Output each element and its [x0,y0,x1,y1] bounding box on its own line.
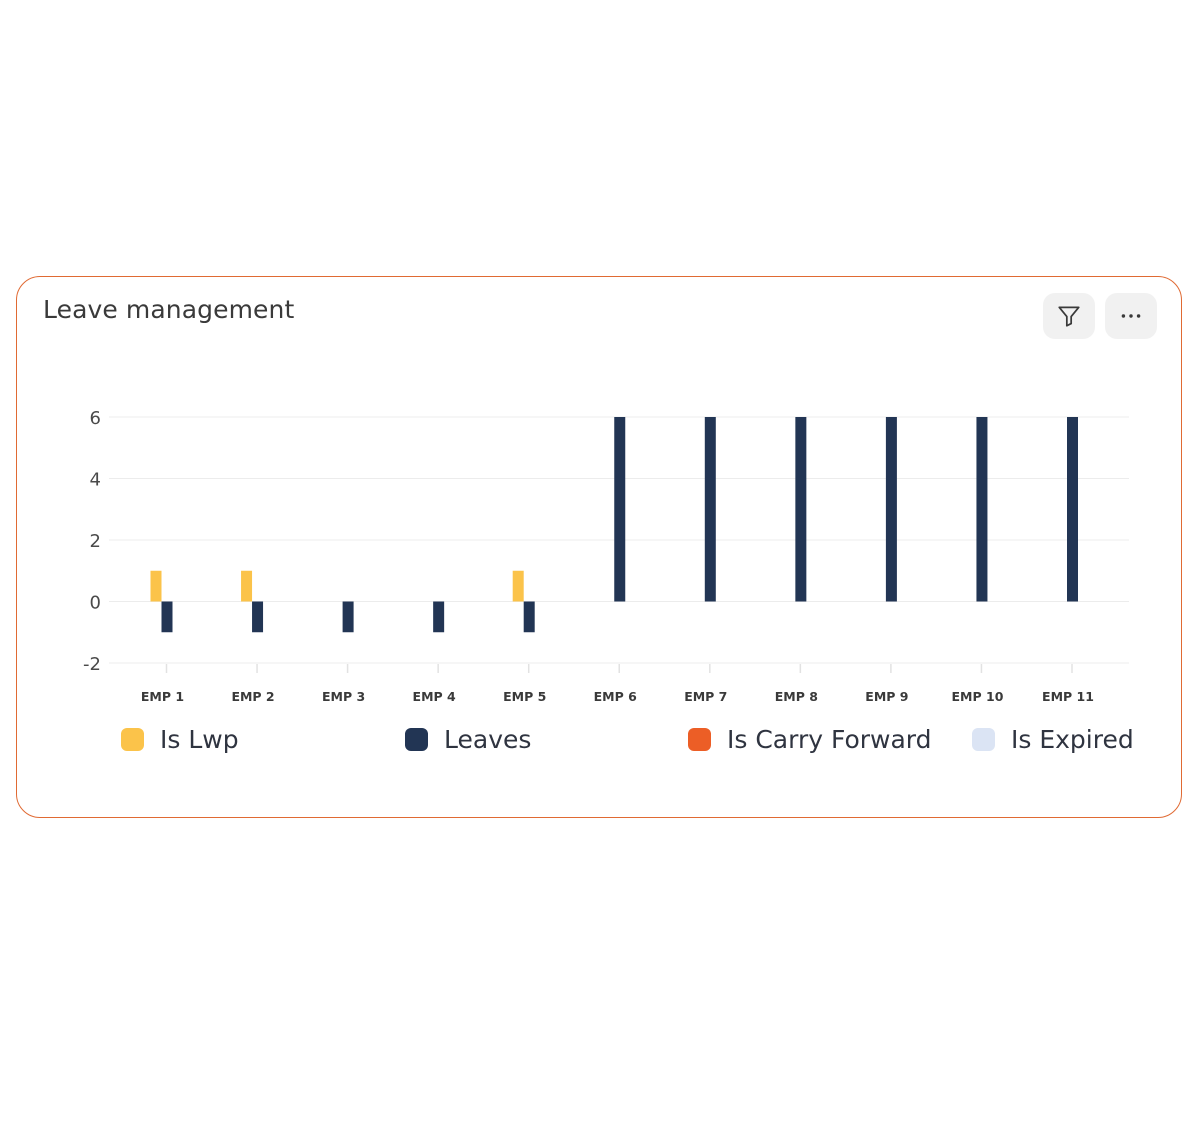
y-tick-label: 6 [90,408,101,429]
bar-is-lwp[interactable] [150,570,162,602]
filter-button[interactable] [1043,293,1095,339]
x-tick-label: EMP 2 [231,689,274,704]
legend-swatch [405,728,428,751]
leave-management-card: Leave management 6 4 2 0 -2 EMP 1 EMP 2 EMP 3 EM… [16,276,1182,818]
more-horizontal-icon [1121,314,1141,318]
legend-swatch [972,728,995,751]
y-tick-label: 2 [90,531,101,552]
legend-swatch [121,728,144,751]
legend-item[interactable]: Is Lwp [121,725,239,754]
bar-leaves[interactable] [1067,417,1078,602]
card-actions [1043,293,1157,339]
legend-swatch [688,728,711,751]
bar-leaves[interactable] [614,417,626,602]
filter-icon [1058,306,1080,327]
bar-leaves[interactable] [342,601,354,633]
x-tick-label: EMP 11 [1042,689,1094,704]
bar-leaves[interactable] [795,417,807,602]
x-tick-label: EMP 6 [594,689,637,704]
x-tick-label: EMP 1 [141,689,184,704]
legend-label: Is Expired [1011,725,1134,754]
x-tick-label: EMP 3 [322,689,365,704]
bar-leaves[interactable] [976,417,988,602]
legend-item[interactable]: Is Carry Forward [688,725,932,754]
y-tick-label: -2 [83,654,101,675]
bar-leaves[interactable] [885,417,897,602]
x-tick-label: EMP 9 [865,689,908,704]
x-tick-label: EMP 10 [952,689,1004,704]
bar-leaves[interactable] [161,601,173,633]
more-options-button[interactable] [1105,293,1157,339]
bar-is-lwp[interactable] [512,570,524,602]
legend-label: Is Lwp [160,725,239,754]
card-title: Leave management [43,295,295,324]
legend-label: Leaves [444,725,532,754]
legend-label: Is Carry Forward [727,725,932,754]
y-tick-label: 4 [90,470,101,491]
bar-leaves[interactable] [523,601,535,633]
legend-item[interactable]: Leaves [405,725,531,754]
x-tick-label: EMP 4 [413,689,456,704]
bar-leaves[interactable] [252,601,264,633]
x-tick-label: EMP 5 [503,689,546,704]
bar-leaves[interactable] [433,601,445,633]
bar-chart: 6 4 2 0 -2 EMP 1 EMP 2 EMP 3 EMP 4 EMP 5 EMP 6 EMP … [83,408,1129,704]
bar-leaves[interactable] [704,417,716,602]
chart-legend: Is Lwp Leaves Is Carry Forward Is Expired [121,725,1134,765]
x-tick-label: EMP 7 [684,689,727,704]
legend-item[interactable]: Is Expired [972,725,1134,754]
bar-is-lwp[interactable] [241,570,253,602]
x-tick-label: EMP 8 [775,689,818,704]
y-tick-label: 0 [90,593,101,614]
